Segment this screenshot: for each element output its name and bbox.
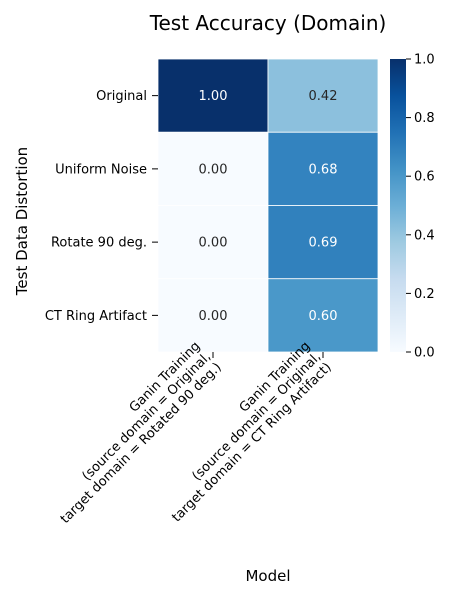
row-labels: Original Uniform Noise Rotate 90 deg. CT Ri… xyxy=(45,89,158,324)
column-label-0-line-1: (source domain = Original, xyxy=(80,349,215,484)
colorbar-ticks: 0.0 0.2 0.4 0.6 0.8 1.0 xyxy=(406,53,435,361)
row-label-0: Original xyxy=(96,89,147,104)
x-axis-label: Model xyxy=(245,567,290,585)
colorbar-tick-label-2: 0.4 xyxy=(414,228,435,243)
heatmap-cell-r0-c1 xyxy=(267,58,379,133)
colorbar-tick-label-1: 0.2 xyxy=(414,287,435,302)
colorbar-tick-label-3: 0.6 xyxy=(414,170,435,185)
cell-value-label-r1-c0: 0.00 xyxy=(199,162,228,177)
colorbar-tick-label-4: 0.8 xyxy=(414,111,435,126)
heatmap-cell-r3-c1 xyxy=(267,278,379,353)
colorbar: 0.0 0.2 0.4 0.6 0.8 1.0 xyxy=(390,53,435,361)
colorbar-gradient xyxy=(390,59,406,352)
cell-value-label-r1-c1: 0.68 xyxy=(309,162,338,177)
chart-title: Test Accuracy (Domain) xyxy=(149,11,387,35)
row-label-3: CT Ring Artifact xyxy=(45,309,147,324)
heatmap-cell-r2-c0 xyxy=(157,205,269,280)
heatmap-cell-r2-c1 xyxy=(267,205,379,280)
column-labels: Ganin Training(source domain = Original,… xyxy=(58,339,335,527)
colorbar-tick-label-5: 1.0 xyxy=(414,53,435,68)
heatmap-cell-r1-c0 xyxy=(157,131,269,206)
heatmap-cell-r1-c1 xyxy=(267,131,379,206)
cell-value-label-r0-c1: 0.42 xyxy=(309,89,338,104)
row-label-2: Rotate 90 deg. xyxy=(51,236,147,251)
cell-value-label-r2-c1: 0.69 xyxy=(309,236,338,251)
heatmap-cell-r0-c0 xyxy=(157,58,269,133)
y-axis-label: Test Data Distortion xyxy=(13,147,31,296)
cell-value-label-r3-c0: 0.00 xyxy=(199,309,228,324)
heatmap-cells: 1.00 0.42 0.00 0.68 0.00 0.69 0.00 0.60 xyxy=(157,58,379,353)
cell-value-label-r3-c1: 0.60 xyxy=(309,309,338,324)
colorbar-tick-label-0: 0.0 xyxy=(414,346,435,361)
cell-value-label-r2-c0: 0.00 xyxy=(199,236,228,251)
row-label-1: Uniform Noise xyxy=(55,162,147,177)
cell-value-label-r0-c0: 1.00 xyxy=(199,89,228,104)
